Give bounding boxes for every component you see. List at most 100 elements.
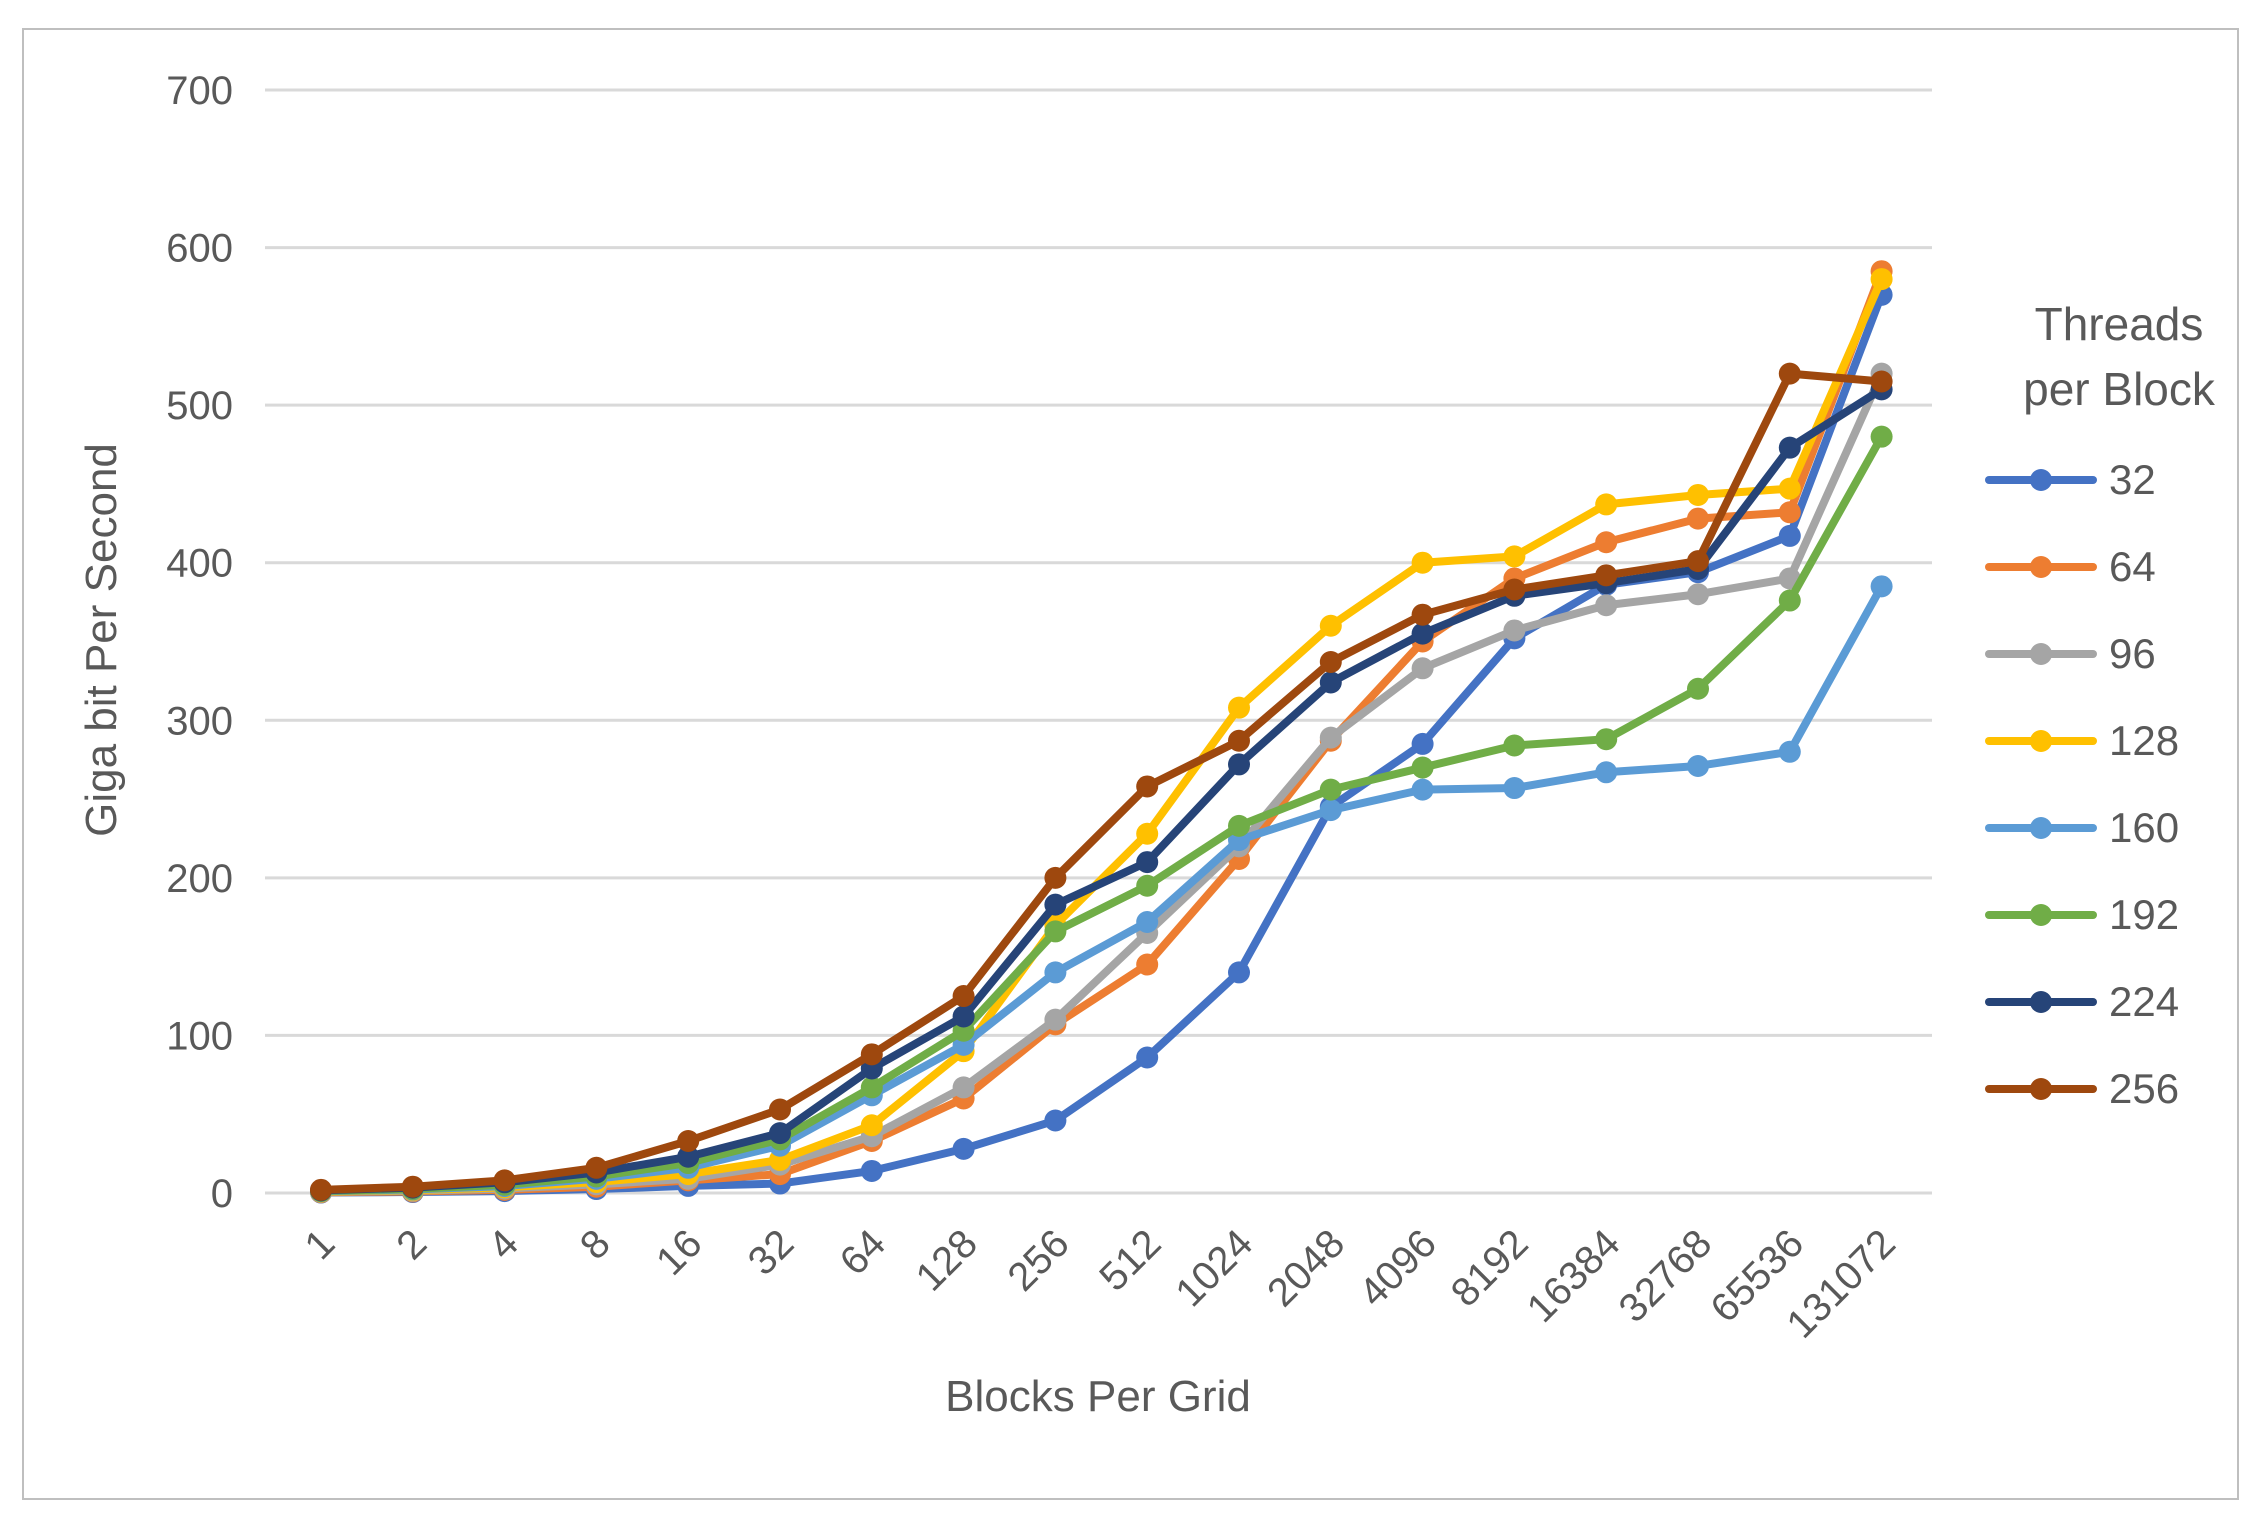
data-point-64-32768 (1687, 507, 1709, 530)
data-point-192-4096 (1411, 756, 1434, 779)
y-tick-label-100: 100 (166, 1014, 233, 1058)
data-point-224-1024 (1228, 753, 1250, 776)
data-point-32-4096 (1411, 732, 1434, 755)
series-96 (310, 362, 1893, 1203)
data-point-128-32768 (1687, 483, 1709, 506)
data-point-192-16384 (1595, 728, 1618, 751)
data-point-224-512 (1136, 851, 1159, 874)
data-point-256-4 (493, 1169, 516, 1192)
data-point-224-16 (677, 1145, 700, 1168)
x-tick-label-8: 8 (572, 1221, 619, 1268)
x-tick-label-1: 1 (297, 1221, 344, 1268)
y-tick-label-0: 0 (211, 1172, 233, 1216)
legend-marker-icon (1985, 1077, 2097, 1101)
legend-label: 128 (2109, 717, 2180, 765)
series-line-160 (317, 582, 1886, 1196)
data-point-256-32768 (1687, 550, 1709, 573)
data-point-192-256 (1044, 920, 1067, 943)
data-point-256-16 (677, 1130, 700, 1153)
data-point-160-32768 (1687, 754, 1709, 777)
data-point-64-512 (1136, 953, 1159, 976)
legend-marker-icon (1985, 990, 2097, 1014)
legend: Threads per Block 32 64 96 128 160 192 224 256 (1985, 292, 2253, 1133)
x-tick-label-32: 32 (740, 1221, 803, 1284)
legend-label: 256 (2109, 1065, 2180, 1113)
x-tick-label-16384: 16384 (1519, 1221, 1629, 1331)
data-point-64-65536 (1778, 501, 1801, 524)
data-point-160-131072 (1870, 575, 1893, 598)
series-128 (310, 268, 1893, 1203)
data-point-128-1024 (1228, 696, 1250, 719)
legend-entry-96: 96 (1985, 611, 2253, 698)
data-point-256-131072 (1870, 370, 1893, 393)
gridlines (265, 88, 1932, 1195)
series-line-256 (317, 369, 1886, 1194)
data-point-192-65536 (1778, 589, 1801, 612)
data-point-160-2048 (1319, 799, 1342, 822)
data-point-128-16384 (1595, 493, 1618, 516)
data-point-128-4096 (1411, 551, 1434, 574)
data-point-160-16384 (1595, 761, 1618, 784)
series-line-224 (317, 385, 1886, 1195)
y-axis-title: Giga bit Per Second (77, 443, 126, 837)
y-tick-label-500: 500 (166, 384, 233, 428)
data-point-256-4096 (1411, 603, 1434, 626)
data-point-160-4096 (1411, 778, 1434, 801)
data-point-128-8192 (1503, 545, 1526, 568)
data-point-128-64 (860, 1114, 883, 1137)
y-tick-label-300: 300 (166, 699, 233, 743)
legend-marker-icon (1985, 555, 2097, 579)
data-point-192-1024 (1228, 814, 1250, 837)
data-point-256-2 (401, 1175, 424, 1198)
x-axis-tick-labels: 1 2 4 8 16 32 64 128 256 512102420484096819216384… (297, 1221, 1904, 1347)
data-point-256-1024 (1228, 729, 1250, 752)
data-point-224-65536 (1778, 436, 1801, 459)
data-point-96-8192 (1503, 619, 1526, 642)
legend-label: 160 (2109, 804, 2180, 852)
y-tick-label-700: 700 (166, 69, 233, 113)
data-point-224-32 (769, 1122, 791, 1145)
series-line-64 (317, 267, 1886, 1197)
data-point-64-16384 (1595, 531, 1618, 554)
y-tick-label-200: 200 (166, 857, 233, 901)
x-tick-label-4096: 4096 (1351, 1221, 1445, 1315)
data-point-160-256 (1044, 961, 1067, 984)
series-256 (310, 362, 1893, 1201)
legend-title-line2: per Block (2023, 363, 2215, 416)
data-point-96-2048 (1319, 726, 1342, 749)
legend-marker-icon (1985, 816, 2097, 840)
data-point-256-8 (585, 1156, 608, 1179)
data-point-128-131072 (1870, 268, 1893, 291)
data-point-192-512 (1136, 874, 1159, 897)
legend-entry-64: 64 (1985, 524, 2253, 611)
series-192 (310, 425, 1893, 1202)
x-tick-label-256: 256 (999, 1221, 1077, 1299)
data-point-256-512 (1136, 775, 1159, 798)
data-point-32-65536 (1778, 524, 1801, 547)
data-point-96-128 (952, 1076, 975, 1099)
data-point-256-16384 (1595, 564, 1618, 587)
data-point-256-2048 (1319, 650, 1342, 673)
data-point-224-128 (952, 1005, 975, 1028)
data-point-256-65536 (1778, 362, 1801, 385)
data-point-192-131072 (1870, 425, 1893, 448)
data-point-224-2048 (1319, 671, 1342, 694)
legend-label: 96 (2109, 630, 2156, 678)
data-point-256-32 (769, 1098, 791, 1121)
series-line-128 (317, 275, 1886, 1196)
legend-entries: 32 64 96 128 160 192 224 256 (1985, 437, 2253, 1133)
data-point-32-256 (1044, 1109, 1067, 1132)
data-point-256-256 (1044, 866, 1067, 889)
data-point-256-64 (860, 1043, 883, 1066)
data-point-256-8192 (1503, 578, 1526, 601)
data-point-256-128 (952, 985, 975, 1008)
data-point-32-64 (860, 1159, 883, 1182)
x-tick-label-16: 16 (648, 1221, 711, 1284)
x-tick-label-128: 128 (908, 1221, 986, 1299)
x-tick-label-1024: 1024 (1167, 1221, 1261, 1315)
x-tick-label-4: 4 (480, 1221, 527, 1268)
data-point-128-2048 (1319, 614, 1342, 637)
legend-marker-icon (1985, 903, 2097, 927)
data-point-32-512 (1136, 1046, 1159, 1069)
